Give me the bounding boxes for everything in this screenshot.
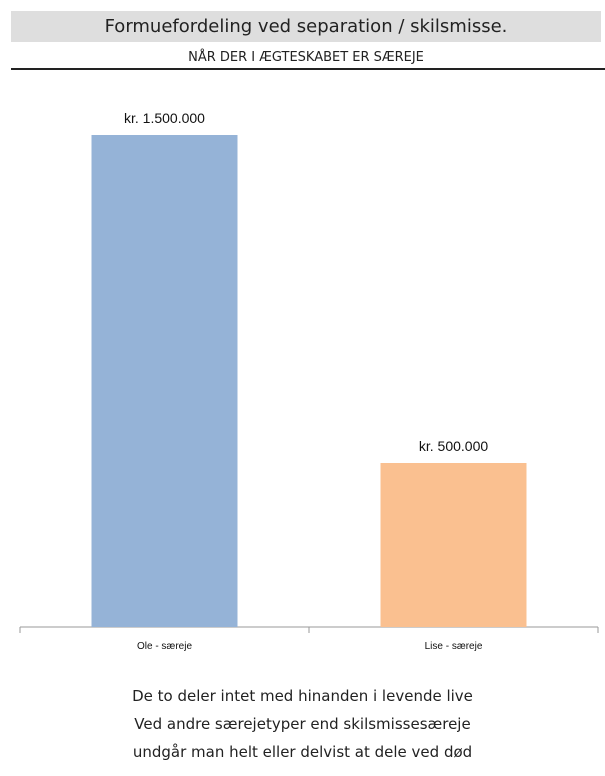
value-label-ole: kr. 1.500.000 [124, 110, 205, 126]
caption-line: De to deler intet med hinanden i levende… [0, 682, 605, 710]
category-label-ole: Ole - særeje [137, 641, 192, 652]
bar-lise [381, 463, 527, 627]
value-label-lise: kr. 500.000 [419, 438, 488, 454]
bar-chart: kr. 1.500.000 kr. 500.000 Ole - særeje L… [0, 0, 605, 680]
bar-ole [92, 135, 238, 627]
caption: De to deler intet med hinanden i levende… [0, 682, 605, 766]
caption-line: undgår man helt eller delvist at dele ve… [0, 738, 605, 766]
category-label-lise: Lise - særeje [425, 641, 483, 652]
caption-line: Ved andre særejetyper end skilsmissesære… [0, 710, 605, 738]
